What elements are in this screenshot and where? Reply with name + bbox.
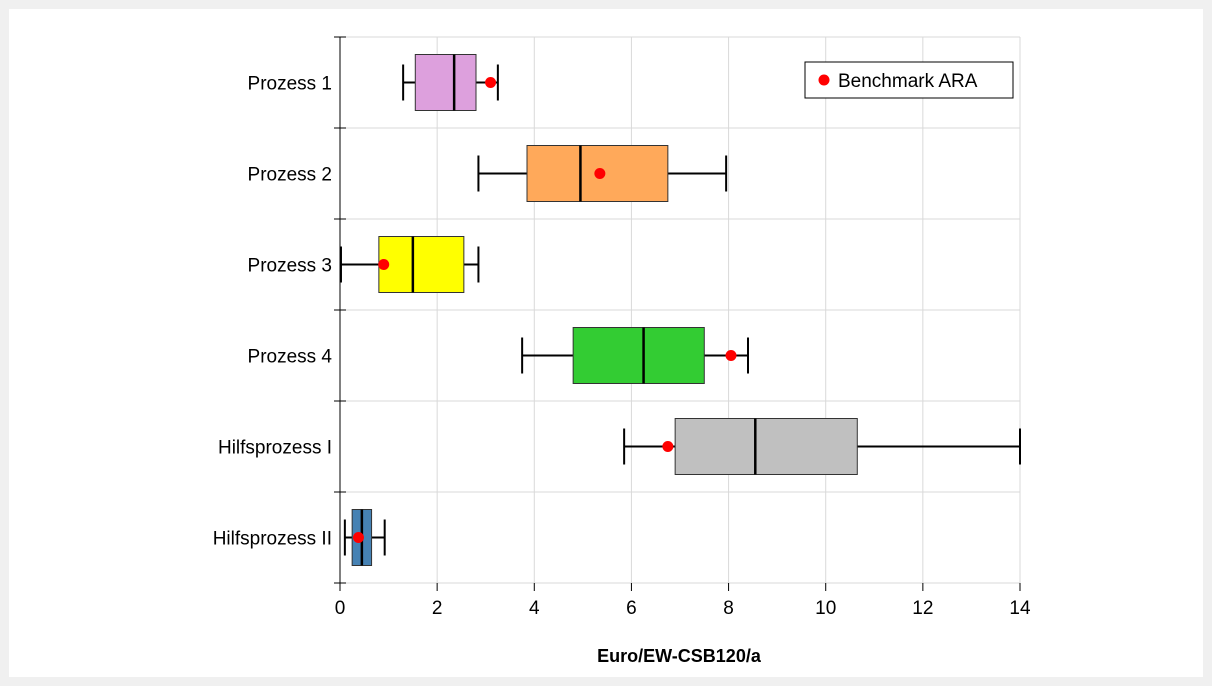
category-label-prozess-3: Prozess 3 — [248, 256, 332, 277]
x-tick-label: 0 — [335, 598, 346, 619]
axes: 0 2 4 6 8 10 12 14 Prozess 1 Prozess 2 Prozess 3 Pr… — [213, 36, 1031, 619]
x-tick-label: 2 — [432, 598, 443, 619]
boxplot-chart: 0 2 4 6 8 10 12 14 Prozess 1 Prozess 2 Prozess 3 Pr… — [213, 36, 1031, 666]
x-tick-label: 4 — [529, 598, 540, 619]
box-group — [477, 145, 728, 202]
category-label-hilfsprozess-i: Hilfsprozess I — [218, 438, 332, 459]
category-label-prozess-1: Prozess 1 — [248, 74, 332, 95]
box-series — [339, 54, 1021, 566]
grid-lines — [339, 36, 1021, 584]
box-group — [623, 418, 1021, 475]
category-label-prozess-2: Prozess 2 — [248, 165, 332, 186]
benchmark-point — [485, 77, 497, 88]
benchmark-point — [352, 532, 364, 543]
x-tick-label: 14 — [1009, 598, 1031, 619]
legend-label: Benchmark ARA — [838, 71, 978, 92]
box-group — [343, 509, 386, 566]
chart-panel: 0 2 4 6 8 10 12 14 Prozess 1 Prozess 2 Prozess 3 Pr… — [9, 9, 1203, 677]
box-prozess-3 — [378, 236, 465, 293]
category-label-prozess-4: Prozess 4 — [248, 347, 333, 368]
benchmark-point — [594, 168, 606, 179]
x-tick-label: 6 — [626, 598, 637, 619]
box-group — [339, 236, 480, 293]
x-tick-label: 8 — [723, 598, 734, 619]
x-tick-label: 12 — [912, 598, 933, 619]
box-hilfsprozess-i — [674, 418, 858, 475]
box-prozess-4 — [572, 327, 705, 384]
benchmark-point — [725, 350, 737, 361]
legend-dot-icon — [818, 74, 830, 86]
box-prozess-1 — [414, 54, 477, 111]
x-axis-title: Euro/EW-CSB120/a — [597, 646, 762, 666]
box-group — [402, 54, 499, 111]
benchmark-point — [662, 441, 674, 452]
x-tick-label: 10 — [815, 598, 836, 619]
legend-box — [804, 61, 1014, 99]
benchmark-point — [378, 259, 390, 270]
legend: Benchmark ARA — [804, 61, 1014, 99]
box-group — [521, 327, 749, 384]
category-label-hilfsprozess-ii: Hilfsprozess II — [213, 529, 332, 550]
